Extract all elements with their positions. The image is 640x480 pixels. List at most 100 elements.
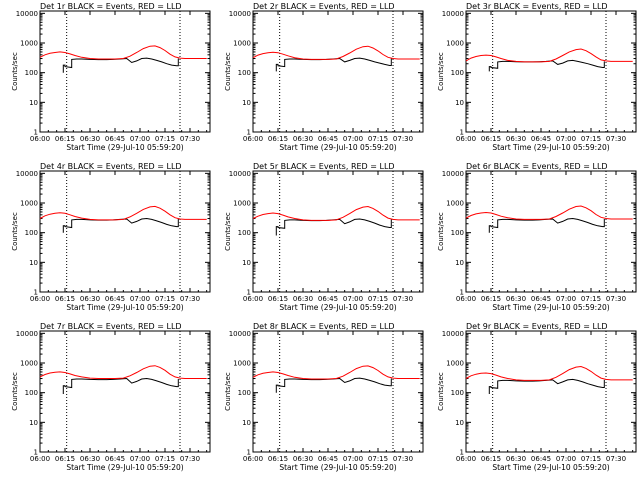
plot-frame <box>39 170 211 293</box>
y-tick-label: 1000 <box>446 360 464 368</box>
y-tick-label: 10000 <box>229 170 251 178</box>
y-tick-label: 10000 <box>16 170 38 178</box>
y-tick-label: 100 <box>451 69 464 77</box>
series-events-line <box>62 377 179 394</box>
x-tick-label: 06:00 <box>30 455 50 463</box>
x-tick-label: 06:45 <box>105 455 125 463</box>
x-tick-label: 06:45 <box>105 135 125 143</box>
x-tick-label: 07:30 <box>180 135 200 143</box>
series-events-line <box>275 218 392 236</box>
y-tick-label: 10 <box>242 259 251 267</box>
x-tick-label: 07:30 <box>606 135 626 143</box>
y-axis-label: Counts/sec <box>437 372 445 411</box>
x-tick-label: 07:00 <box>556 135 576 143</box>
y-tick-label: 1000 <box>233 200 251 208</box>
x-tick-label: 06:30 <box>80 295 100 303</box>
y-tick-label: 1 <box>34 289 38 297</box>
x-tick-label: 07:00 <box>130 135 150 143</box>
y-tick-label: 1000 <box>233 40 251 48</box>
x-tick-label: 06:00 <box>456 295 476 303</box>
series-events-line <box>62 217 179 233</box>
series-lld-line <box>465 48 633 63</box>
x-axis-label: Start Time (29-Jul-10 05:59:20) <box>279 303 396 312</box>
x-tick-label: 06:15 <box>55 295 75 303</box>
x-tick-label: 06:45 <box>105 295 125 303</box>
x-tick-label: 07:30 <box>393 295 413 303</box>
y-tick-label: 10000 <box>442 330 464 338</box>
y-tick-label: 100 <box>25 389 38 397</box>
y-tick-label: 1000 <box>233 360 251 368</box>
panel-title: Det 5r BLACK = Events, RED = LLD <box>253 162 395 171</box>
y-tick-label: 10000 <box>229 330 251 338</box>
x-tick-label: 06:45 <box>318 295 338 303</box>
y-tick-label: 100 <box>238 69 251 77</box>
x-tick-label: 06:30 <box>293 455 313 463</box>
x-tick-label: 06:15 <box>268 135 288 143</box>
panel-title: Det 4r BLACK = Events, RED = LLD <box>40 162 182 171</box>
x-tick-label: 07:00 <box>343 135 363 143</box>
plot-frame <box>39 10 211 133</box>
y-tick-label: 10 <box>29 419 38 427</box>
y-tick-label: 10 <box>455 419 464 427</box>
x-tick-label: 07:15 <box>581 295 601 303</box>
x-axis-label: Start Time (29-Jul-10 05:59:20) <box>66 143 183 152</box>
y-tick-label: 1 <box>460 289 464 297</box>
plot-frame <box>39 330 211 453</box>
x-tick-label: 07:15 <box>368 295 388 303</box>
plot-frame <box>465 330 637 453</box>
x-tick-label: 06:15 <box>481 455 501 463</box>
x-tick-label: 06:45 <box>318 455 338 463</box>
panel-title: Det 7r BLACK = Events, RED = LLD <box>40 322 182 331</box>
series-lld-line <box>252 365 420 380</box>
series-lld-line <box>252 45 420 60</box>
x-axis-label: Start Time (29-Jul-10 05:59:20) <box>492 143 609 152</box>
x-axis-label: Start Time (29-Jul-10 05:59:20) <box>66 463 183 472</box>
y-axis-label: Counts/sec <box>437 52 445 91</box>
panel-title: Det 6r BLACK = Events, RED = LLD <box>466 162 608 171</box>
series-events-line <box>488 378 605 394</box>
panel-7: Det 7r BLACK = Events, RED = LLD 06:00 06:… <box>11 322 211 472</box>
y-axis-label: Counts/sec <box>224 52 232 91</box>
y-tick-label: 100 <box>238 229 251 237</box>
y-tick-label: 1000 <box>20 200 38 208</box>
y-axis-label: Counts/sec <box>437 212 445 251</box>
y-tick-label: 10000 <box>442 170 464 178</box>
y-tick-label: 1000 <box>20 40 38 48</box>
x-tick-label: 06:00 <box>30 295 50 303</box>
series-lld-line <box>39 205 207 221</box>
x-tick-label: 06:15 <box>55 455 75 463</box>
x-tick-label: 06:00 <box>30 135 50 143</box>
x-tick-label: 07:15 <box>155 135 175 143</box>
y-tick-label: 10000 <box>442 10 464 18</box>
y-tick-label: 100 <box>238 389 251 397</box>
x-axis-label: Start Time (29-Jul-10 05:59:20) <box>66 303 183 312</box>
y-tick-label: 1000 <box>446 40 464 48</box>
y-tick-label: 10 <box>455 99 464 107</box>
x-tick-label: 06:30 <box>293 295 313 303</box>
series-lld-line <box>39 365 207 379</box>
panel-1: Det 1r BLACK = Events, RED = LLD 06:00 06:… <box>11 2 211 152</box>
x-tick-label: 06:00 <box>243 455 263 463</box>
x-tick-label: 06:15 <box>268 295 288 303</box>
y-axis-label: Counts/sec <box>11 212 19 251</box>
x-tick-label: 07:00 <box>343 455 363 463</box>
panel-3: Det 3r BLACK = Events, RED = LLD 06:00 06:… <box>437 2 637 152</box>
x-axis-label: Start Time (29-Jul-10 05:59:20) <box>492 303 609 312</box>
x-tick-label: 07:30 <box>180 295 200 303</box>
x-tick-label: 06:15 <box>55 135 75 143</box>
y-tick-label: 10000 <box>229 10 251 18</box>
series-events-line <box>488 217 605 233</box>
y-tick-label: 1 <box>34 129 38 137</box>
series-lld-line <box>465 205 633 220</box>
y-tick-label: 1 <box>460 129 464 137</box>
panel-8: Det 8r BLACK = Events, RED = LLD 06:00 06:… <box>224 322 424 472</box>
x-tick-label: 07:15 <box>581 135 601 143</box>
y-tick-label: 100 <box>451 229 464 237</box>
panel-9: Det 9r BLACK = Events, RED = LLD 06:00 06:… <box>437 322 637 472</box>
x-tick-label: 06:45 <box>531 135 551 143</box>
x-tick-label: 07:00 <box>130 455 150 463</box>
y-tick-label: 10000 <box>16 10 38 18</box>
series-events-line <box>275 377 392 393</box>
y-tick-label: 10 <box>242 419 251 427</box>
series-events-line <box>62 57 179 73</box>
